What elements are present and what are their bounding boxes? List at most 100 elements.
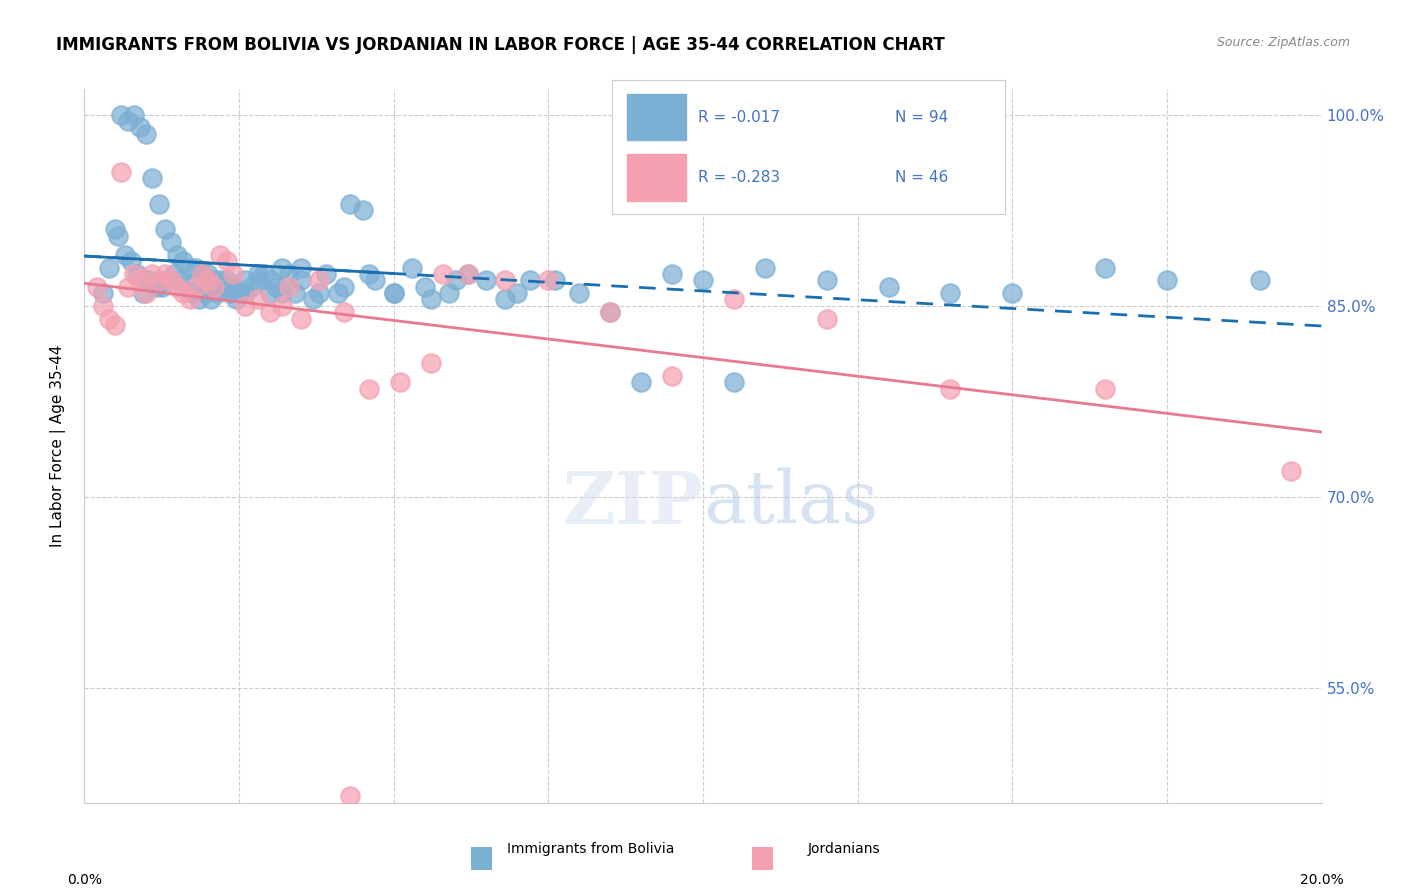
Point xyxy=(141,171,163,186)
Point xyxy=(91,286,114,301)
Point xyxy=(233,273,256,287)
Point xyxy=(209,248,232,262)
Point xyxy=(194,286,217,301)
Point xyxy=(228,286,250,301)
Point xyxy=(246,273,269,287)
Point xyxy=(630,376,652,390)
Point xyxy=(191,267,214,281)
Point xyxy=(1156,273,1178,287)
Point xyxy=(271,260,294,275)
Point xyxy=(138,273,160,287)
Point xyxy=(339,789,361,804)
Point xyxy=(364,273,387,287)
Point xyxy=(86,279,108,293)
Point xyxy=(222,267,245,281)
Point xyxy=(599,305,621,319)
Point xyxy=(692,273,714,287)
Point xyxy=(537,273,560,287)
Point xyxy=(457,267,479,281)
Point xyxy=(271,299,294,313)
Point xyxy=(568,286,591,301)
Point xyxy=(388,376,411,390)
Point xyxy=(166,279,188,293)
Point xyxy=(207,286,229,301)
Point xyxy=(233,286,256,301)
Point xyxy=(754,260,776,275)
Point xyxy=(290,273,312,287)
Point xyxy=(259,273,281,287)
Point xyxy=(172,286,194,301)
Point xyxy=(176,279,198,293)
Point xyxy=(172,254,194,268)
Point xyxy=(475,273,498,287)
Point xyxy=(187,293,209,307)
Point xyxy=(1094,260,1116,275)
Point xyxy=(723,293,745,307)
Point xyxy=(352,203,374,218)
Point xyxy=(240,279,263,293)
Point xyxy=(439,286,461,301)
Point xyxy=(110,165,132,179)
Point xyxy=(302,293,325,307)
Point xyxy=(543,273,565,287)
Point xyxy=(160,235,183,249)
Y-axis label: In Labor Force | Age 35-44: In Labor Force | Age 35-44 xyxy=(49,345,66,547)
Point xyxy=(129,273,152,287)
Point xyxy=(218,286,240,301)
Text: ZIP: ZIP xyxy=(562,467,703,539)
Point xyxy=(122,108,145,122)
Text: Immigrants from Bolivia: Immigrants from Bolivia xyxy=(506,842,675,856)
Point xyxy=(877,279,900,293)
Point xyxy=(184,260,207,275)
Point xyxy=(233,299,256,313)
Point xyxy=(120,254,142,268)
Point xyxy=(290,260,312,275)
Point xyxy=(166,248,188,262)
Point xyxy=(212,279,235,293)
Text: R = -0.017: R = -0.017 xyxy=(699,111,780,125)
Point xyxy=(91,299,114,313)
Point xyxy=(419,293,441,307)
Point xyxy=(132,286,155,301)
Point xyxy=(259,286,281,301)
Point xyxy=(215,273,238,287)
Point xyxy=(339,197,361,211)
Point xyxy=(202,279,225,293)
Point xyxy=(163,267,186,281)
Point xyxy=(141,267,163,281)
Text: IMMIGRANTS FROM BOLIVIA VS JORDANIAN IN LABOR FORCE | AGE 35-44 CORRELATION CHAR: IMMIGRANTS FROM BOLIVIA VS JORDANIAN IN … xyxy=(56,36,945,54)
Text: 20.0%: 20.0% xyxy=(1299,873,1344,887)
Point xyxy=(308,273,330,287)
Point xyxy=(419,356,441,370)
Point xyxy=(284,286,307,301)
Point xyxy=(114,248,136,262)
Point xyxy=(98,311,121,326)
Point xyxy=(202,273,225,287)
Text: Jordanians: Jordanians xyxy=(807,842,880,856)
Point xyxy=(122,267,145,281)
Point xyxy=(401,260,423,275)
Point xyxy=(315,267,337,281)
Point xyxy=(661,267,683,281)
Point xyxy=(290,311,312,326)
Text: Source: ZipAtlas.com: Source: ZipAtlas.com xyxy=(1216,36,1350,49)
Point xyxy=(129,120,152,135)
Point xyxy=(259,305,281,319)
Point xyxy=(357,382,380,396)
Point xyxy=(169,273,191,287)
Point xyxy=(135,286,157,301)
Point xyxy=(153,222,176,236)
Point xyxy=(432,267,454,281)
Point xyxy=(519,273,541,287)
Point xyxy=(1001,286,1024,301)
Point xyxy=(333,279,356,293)
Text: atlas: atlas xyxy=(703,467,879,539)
Point xyxy=(200,293,222,307)
FancyBboxPatch shape xyxy=(627,153,686,201)
Point xyxy=(209,273,232,287)
FancyBboxPatch shape xyxy=(627,94,686,140)
Point xyxy=(222,279,245,293)
Point xyxy=(253,267,276,281)
Point xyxy=(160,273,183,287)
Point xyxy=(148,273,170,287)
